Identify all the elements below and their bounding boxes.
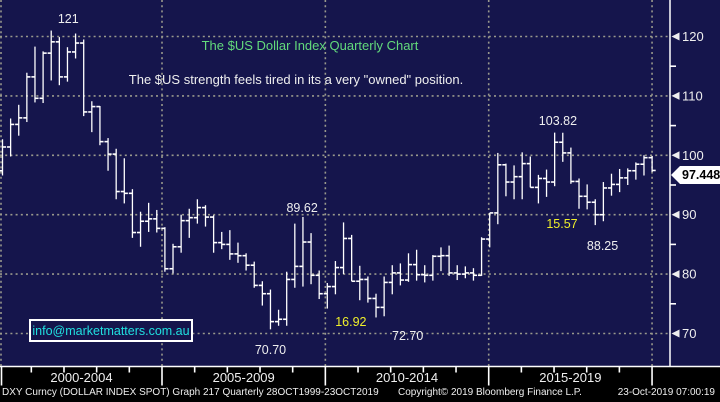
y-axis-arrow-tick xyxy=(671,91,680,100)
y-axis-arrow-tick xyxy=(671,32,680,41)
footer-instrument-text: DXY Curncy (DOLLAR INDEX SPOT) Graph 217… xyxy=(2,387,379,398)
footer: DXY Curncy (DOLLAR INDEX SPOT) Graph 217… xyxy=(0,387,720,401)
y-axis-tick-label: 120 xyxy=(682,29,704,44)
y-axis-arrow-tick xyxy=(671,329,680,338)
y-axis-tick-label: 90 xyxy=(682,207,696,222)
y-axis-arrow-tick xyxy=(671,151,680,160)
y-axis-tick-label: 110 xyxy=(682,88,703,103)
chart-title: The $US Dollar Index Quarterly Chart xyxy=(201,38,419,53)
y-axis-tick-label: 80 xyxy=(682,267,696,282)
email-watermark-text: info@marketmatters.com.au xyxy=(32,323,190,338)
x-axis-period-label: 2000-2004 xyxy=(50,370,113,385)
last-price-tag: 97.448 xyxy=(671,166,720,184)
chart-subtitle: The $US strength feels tired in its a ve… xyxy=(128,72,464,87)
y-axis-arrow-tick xyxy=(671,270,680,279)
x-axis-period-label: 2015-2019 xyxy=(539,370,602,385)
x-axis-period-label: 2005-2009 xyxy=(212,370,275,385)
y-axis-tick-label: 100 xyxy=(682,148,704,163)
footer-datetime-text: 23-Oct-2019 07:00:19 xyxy=(617,387,715,398)
x-axis-period-label: 2010-2014 xyxy=(375,370,439,385)
email-watermark-box: info@marketmatters.com.au xyxy=(29,319,193,342)
y-axis-arrow-tick xyxy=(671,210,680,219)
footer-copyright-text: Copyright© 2019 Bloomberg Finance L.P. xyxy=(398,387,582,398)
bottom-strip: 2000-2004 2005-2009 2010-2014 2015-2019 DXY… xyxy=(0,367,720,402)
y-axis-tick-label: 70 xyxy=(682,326,696,341)
